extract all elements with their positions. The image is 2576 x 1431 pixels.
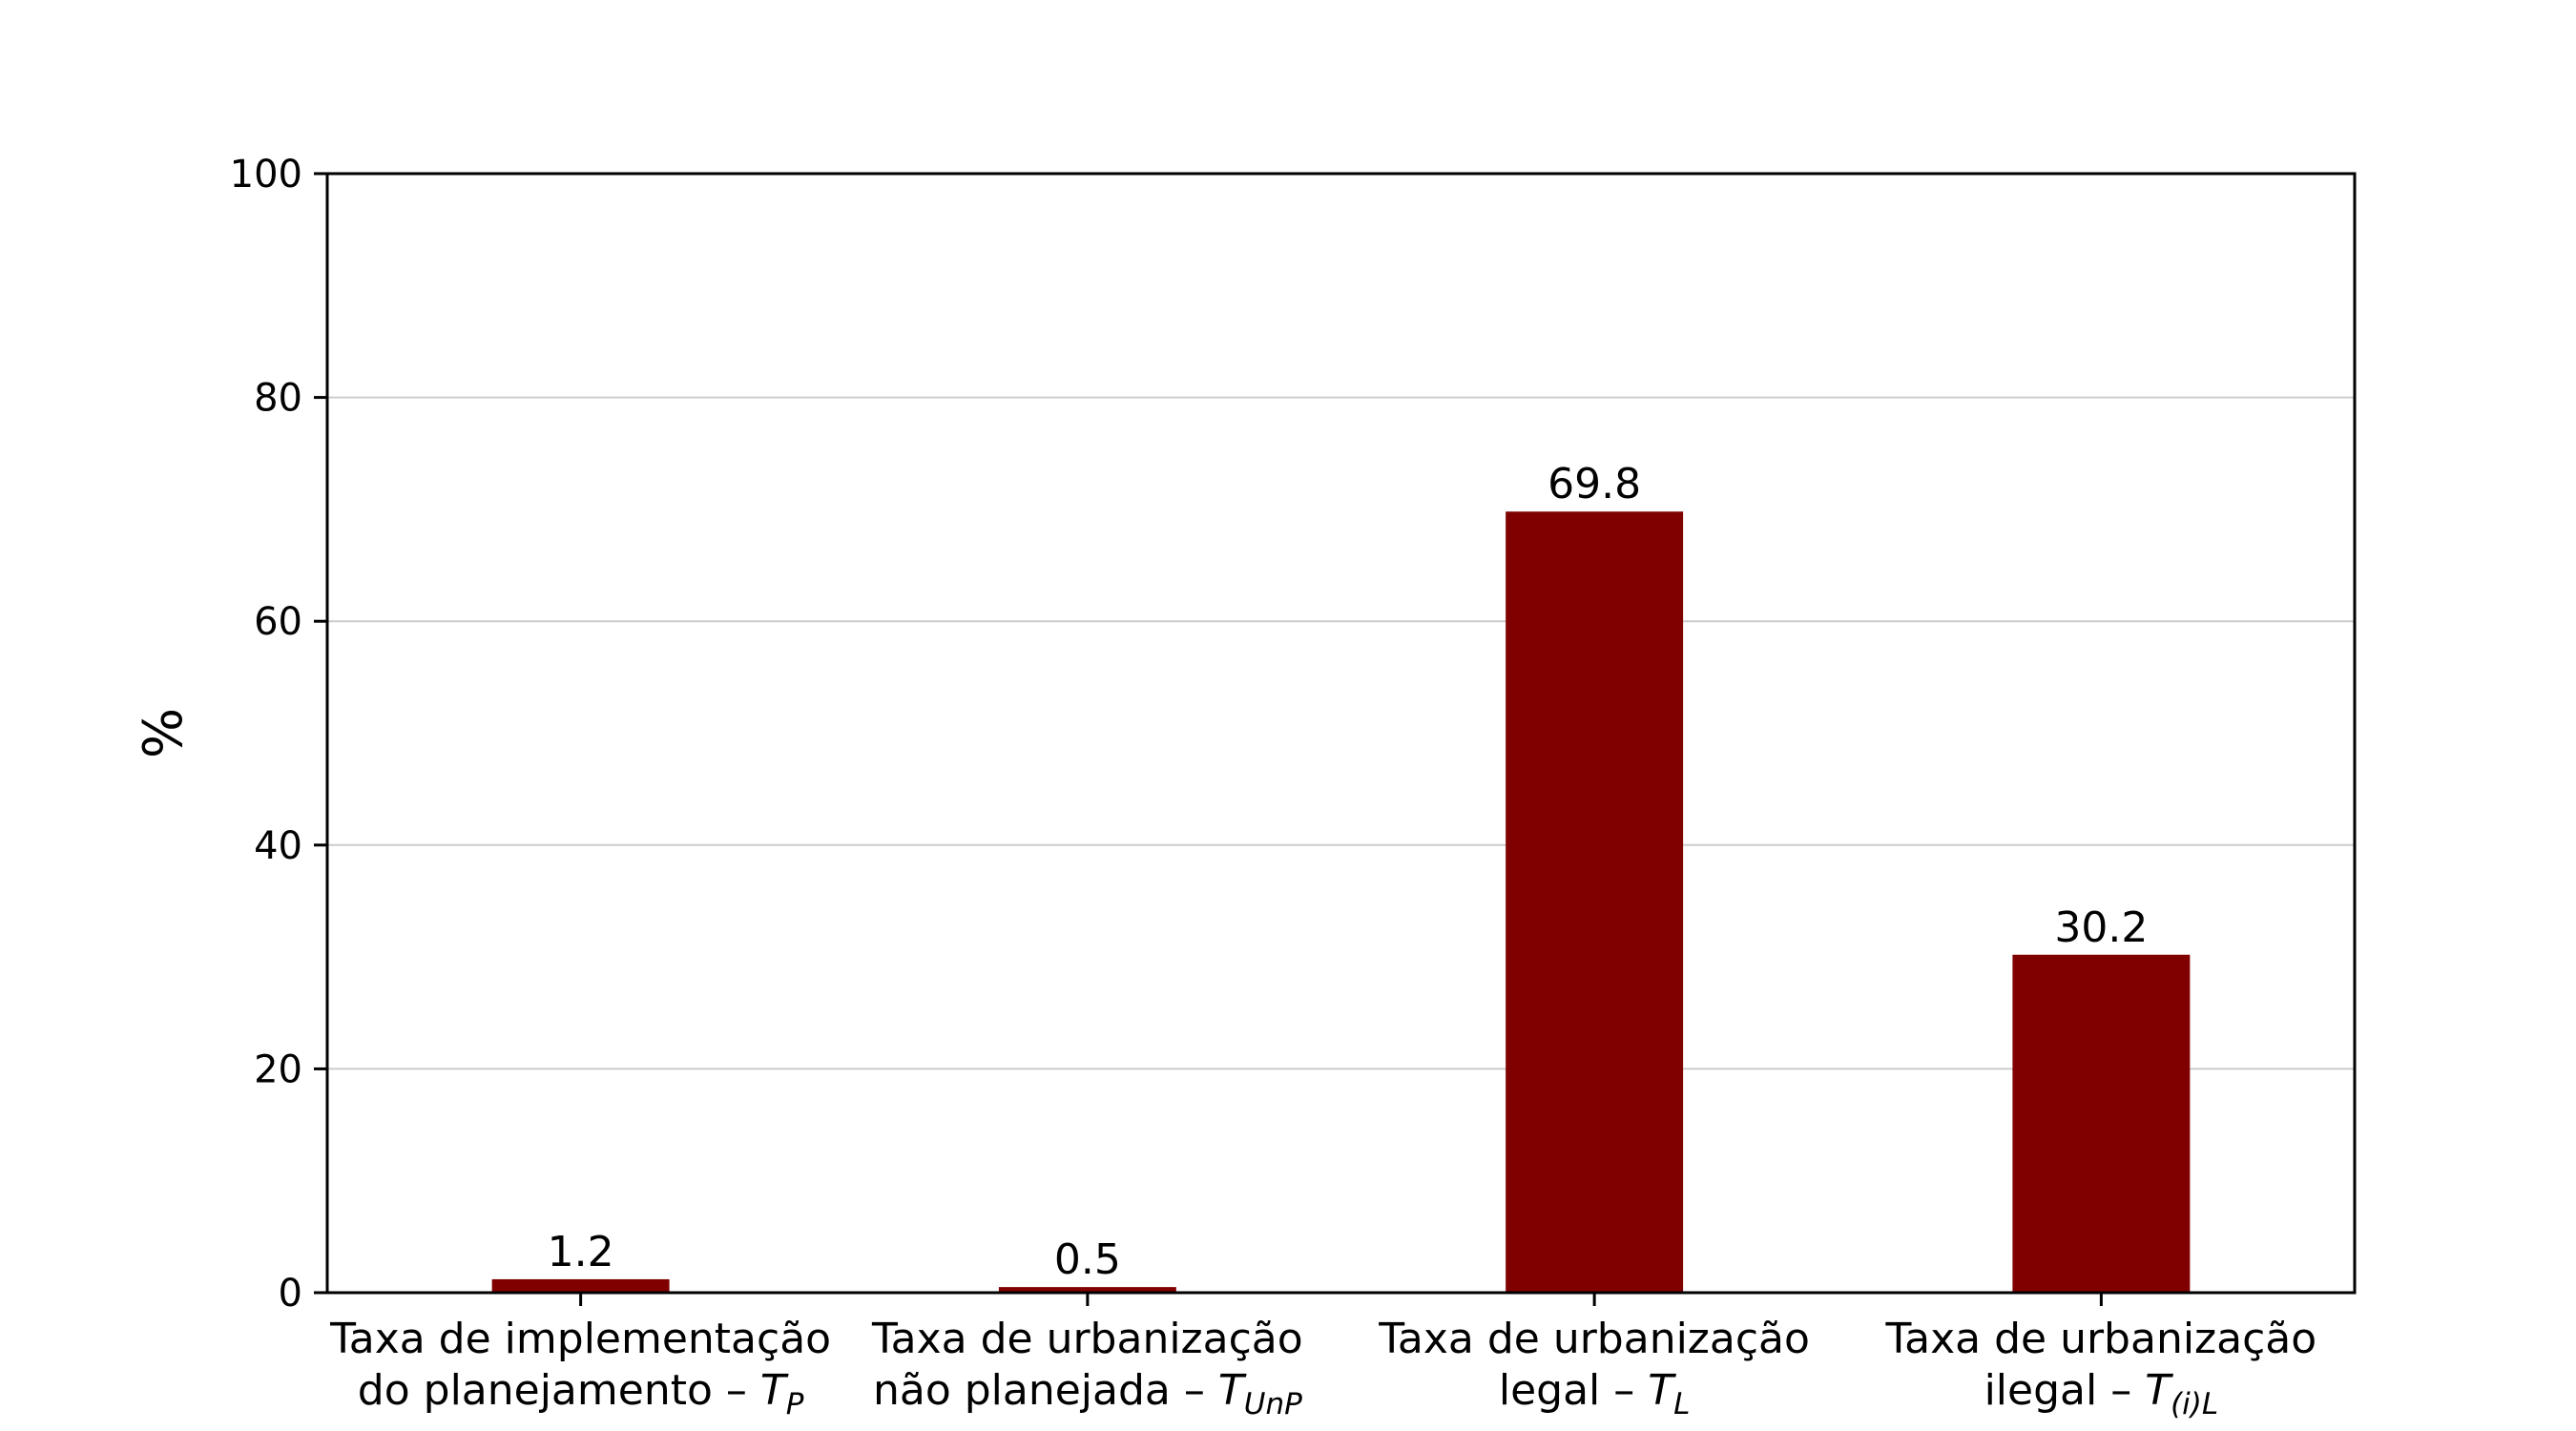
bar <box>2012 954 2191 1293</box>
x-tick-label-line2: legal – TL <box>1499 1366 1691 1421</box>
x-tick-label-subscript: UnP <box>1244 1387 1302 1421</box>
value-labels: 1.2 0.5 69.8 30.2 <box>548 460 2149 1284</box>
bar-value-label: 69.8 <box>1548 460 1641 508</box>
x-tick-label-symbol: T <box>1648 1366 1676 1415</box>
y-tick-label: 40 <box>254 824 302 868</box>
x-tick-label-text: do planejamento – <box>358 1366 760 1415</box>
x-tick-label-line1: Taxa de urbanização <box>1885 1315 2317 1363</box>
y-tick-label: 100 <box>230 153 302 197</box>
x-tick-label-line2: do planejamento – TP <box>358 1366 804 1421</box>
x-tick-label-line1: Taxa de implementação <box>329 1315 831 1363</box>
x-tick-label-symbol: T <box>760 1366 789 1415</box>
plot-frame <box>325 172 2357 1295</box>
x-tick-label-symbol: T <box>2145 1366 2173 1415</box>
x-tick-label-line1: Taxa de urbanização <box>871 1315 1303 1363</box>
bar-value-label: 0.5 <box>1054 1235 1121 1284</box>
y-tick-label: 80 <box>254 377 302 421</box>
y-axis-ticks: 0 20 40 60 80 100 <box>230 153 327 1316</box>
x-tick-label-symbol: T <box>1218 1366 1247 1415</box>
x-tick-label-subscript: L <box>1673 1387 1690 1421</box>
x-tick-label-line2: ilegal – T(i)L <box>1984 1366 2219 1421</box>
bar <box>998 1287 1176 1293</box>
bar-value-label: 30.2 <box>2054 903 2148 952</box>
y-tick-label: 60 <box>254 600 302 644</box>
x-tick-label-subscript: P <box>786 1387 804 1421</box>
y-tick-label: 0 <box>279 1272 302 1316</box>
x-tick-label-text: ilegal – <box>1984 1366 2146 1415</box>
x-tick-label-subscript: (i)L <box>2171 1387 2218 1421</box>
bar <box>1506 511 1684 1293</box>
x-tick-label-text: não planejada – <box>873 1366 1218 1415</box>
x-tick-label-text: legal – <box>1499 1366 1648 1415</box>
bars <box>491 511 2191 1293</box>
bar-value-label: 1.2 <box>548 1228 614 1276</box>
x-tick-label-line2: não planejada – TUnP <box>873 1366 1302 1421</box>
y-axis-label: % <box>133 708 195 758</box>
y-tick-label: 20 <box>254 1047 302 1091</box>
x-tick-label-line1: Taxa de urbanização <box>1378 1315 1810 1363</box>
bar <box>491 1278 670 1293</box>
